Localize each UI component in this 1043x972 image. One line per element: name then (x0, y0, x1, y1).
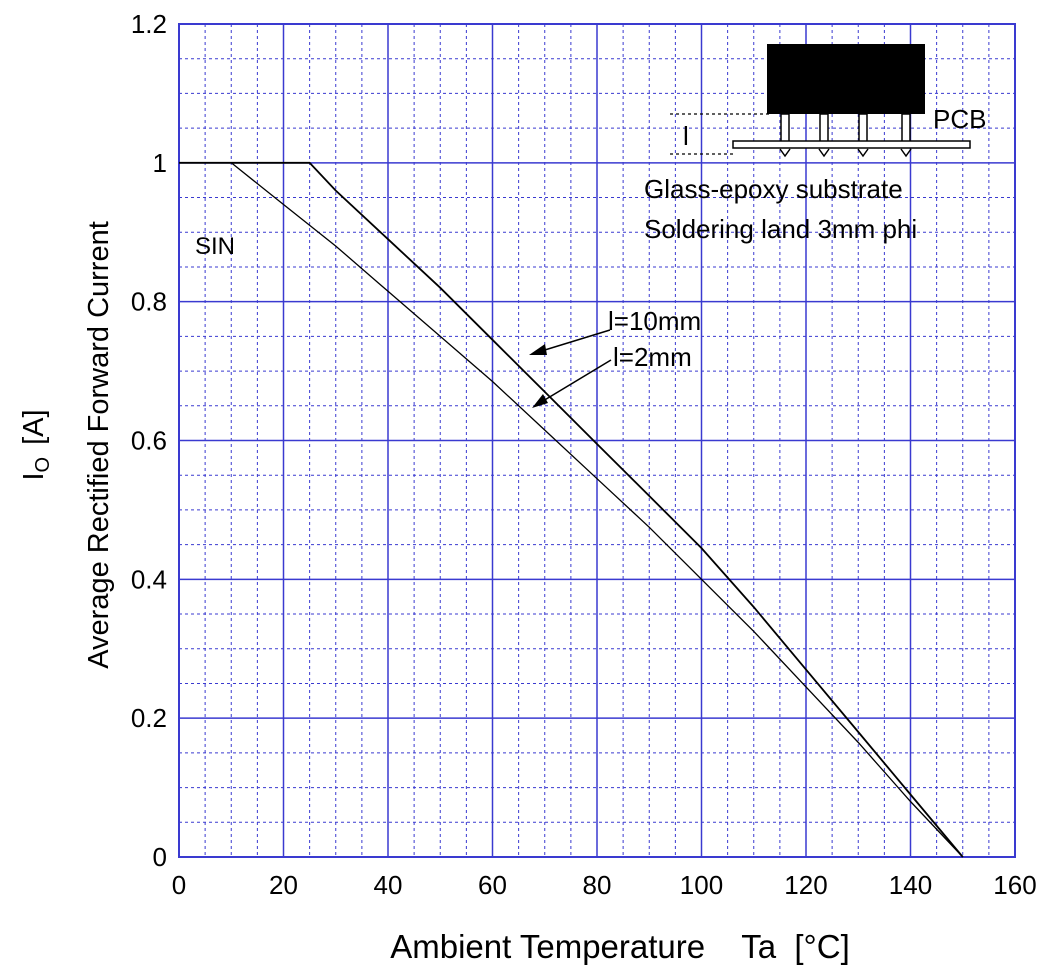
y-axis-symbol: IO [A] (18, 409, 54, 480)
y-tick-label: 0.4 (131, 564, 167, 594)
x-tick-label: 80 (583, 870, 612, 900)
pcb-label: PCB (933, 104, 986, 134)
label-l10: l=10mm (608, 306, 701, 336)
substrate-label-line2: Soldering land 3mm phi (644, 214, 917, 244)
x-tick-label: 20 (269, 870, 298, 900)
arrowhead-l2 (532, 394, 548, 408)
x-tick-label: 40 (374, 870, 403, 900)
y-axis-text: Average Rectified Forward Current (83, 221, 115, 669)
pcb-diagram: l PCB (670, 44, 986, 158)
y-axis-unit: [A] (18, 409, 50, 444)
x-tick-label: 100 (680, 870, 723, 900)
pcb-board (732, 140, 971, 149)
svg-text:IO[A]: IO [A] (18, 409, 54, 480)
y-tick-label: 0 (153, 842, 167, 872)
series-line-l-10mm (179, 161, 964, 858)
plot-frame (178, 23, 1016, 858)
x-axis-title: Ambient Temperature Ta [°C] (390, 928, 850, 965)
lead-length-label: l (683, 121, 689, 151)
arrowhead-l10 (529, 344, 547, 355)
x-tick-label: 120 (784, 870, 827, 900)
y-tick-label: 1.2 (131, 9, 167, 39)
y-axis-symbol-sub: O (32, 457, 54, 473)
label-l2: l=2mm (613, 342, 692, 372)
grid-major (179, 24, 1015, 857)
y-tick-labels: 0 0.2 0.4 0.6 0.8 1 1.2 (131, 9, 167, 872)
y-tick-label: 0.2 (131, 703, 167, 733)
substrate-label-line1: Glass-epoxy substrate (644, 174, 903, 204)
series-annotation-l10: l=10mm (529, 306, 701, 355)
series-layer (179, 161, 964, 858)
y-tick-label: 0.8 (131, 287, 167, 317)
component-body (767, 44, 925, 114)
x-tick-label: 0 (172, 870, 186, 900)
x-tick-label: 160 (993, 870, 1036, 900)
waveform-label: SIN (195, 233, 235, 260)
x-tick-label: 140 (889, 870, 932, 900)
y-axis-symbol-main: I (18, 472, 50, 480)
x-tick-label: 60 (478, 870, 507, 900)
series-line-l-2mm (179, 162, 964, 858)
series-annotation-l2: l=2mm (532, 342, 692, 408)
y-axis-title: Average Rectified Forward Current (83, 221, 115, 669)
y-tick-label: 1 (153, 148, 167, 178)
x-tick-labels: 0 20 40 60 80 100 120 140 160 (172, 870, 1037, 900)
y-tick-label: 0.6 (131, 426, 167, 456)
lead-length-dim-lines (670, 113, 770, 155)
solder-joints (779, 148, 912, 158)
